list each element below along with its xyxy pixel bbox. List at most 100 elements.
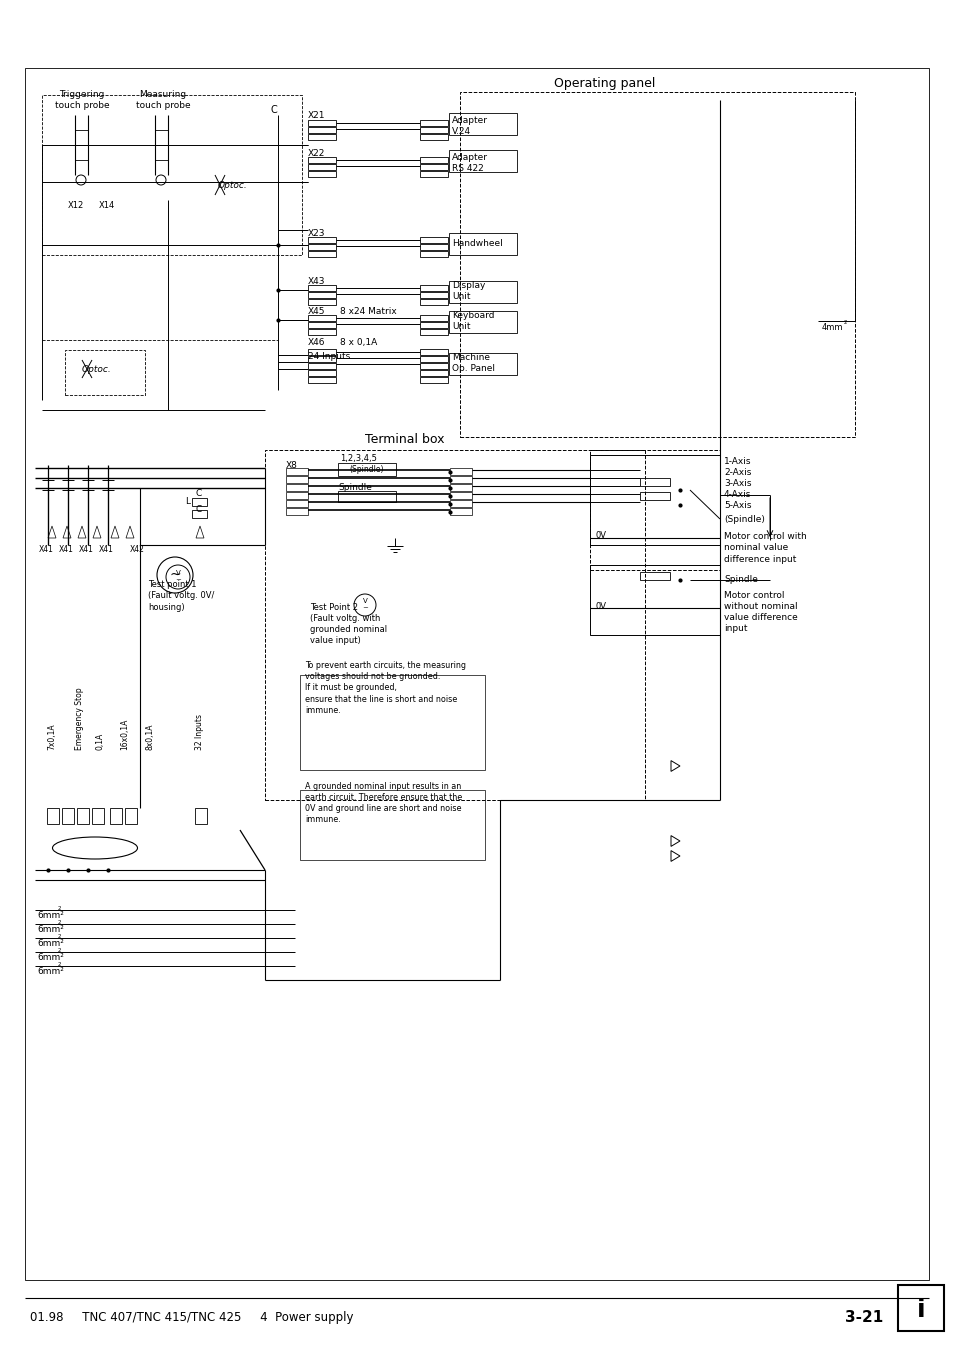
Bar [419,315,448,320]
Bar [419,237,448,244]
Bar [192,498,207,506]
Text: 0V: 0V [596,603,606,611]
Bar [450,476,472,483]
Bar [308,363,335,369]
Bar [286,468,308,475]
Text: Spindle: Spindle [337,483,372,493]
Bar [308,377,335,384]
Bar [299,790,484,860]
Bar [419,292,448,297]
Bar [459,92,854,437]
Text: 7x0,1A: 7x0,1A [48,723,56,750]
Text: Spindle: Spindle [723,576,757,584]
Text: Optoc.: Optoc. [82,366,112,374]
Text: Test point 1
(Fault voltg. 0V/
housing): Test point 1 (Fault voltg. 0V/ housing) [148,580,214,611]
Bar [308,157,335,163]
Bar [265,450,644,800]
Bar [47,808,59,824]
Bar [308,328,335,335]
Text: 5-Axis: 5-Axis [723,502,751,510]
Bar [42,96,302,254]
Text: 2-Axis: 2-Axis [723,468,751,478]
Bar [308,322,335,328]
Text: i: i [916,1298,924,1322]
Text: 1-Axis: 1-Axis [723,458,751,467]
Bar [308,237,335,244]
Text: X45: X45 [308,307,325,315]
Text: Display
Unit: Display Unit [452,281,485,302]
Text: 01.98     TNC 407/TNC 415/TNC 425     4  Power supply: 01.98 TNC 407/TNC 415/TNC 425 4 Power su… [30,1311,354,1324]
Text: (Spindle): (Spindle) [723,516,764,525]
Text: 32 Inputs: 32 Inputs [195,713,204,750]
Bar [449,113,517,135]
Text: X43: X43 [308,276,325,285]
Bar [419,135,448,140]
Text: 24 Inputs: 24 Inputs [308,353,350,362]
Text: 3-21: 3-21 [844,1311,882,1326]
Bar [449,149,517,172]
Text: 0,1A: 0,1A [95,732,105,750]
Bar [419,244,448,250]
Text: X41: X41 [79,545,93,555]
Text: Operating panel: Operating panel [554,78,655,90]
Text: L: L [185,498,190,506]
Text: X41: X41 [99,545,113,555]
Text: X22: X22 [308,148,325,157]
Bar [308,171,335,178]
Bar [308,349,335,355]
Bar [62,808,74,824]
Text: ~: ~ [169,568,181,581]
Bar [639,572,669,580]
Bar [419,164,448,170]
Text: Measuring
touch probe: Measuring touch probe [135,90,190,110]
Text: X41: X41 [39,545,53,555]
Bar [639,478,669,486]
Bar [419,285,448,291]
Text: V
~: V ~ [362,599,368,611]
Bar [65,350,145,394]
Text: 6mm²: 6mm² [37,938,64,948]
Bar [419,157,448,163]
Bar [450,485,472,491]
Text: 16x0,1A: 16x0,1A [120,719,130,750]
Text: Motor control
without nominal
value difference
input: Motor control without nominal value diff… [723,591,797,633]
Bar [286,476,308,483]
Text: 6mm²: 6mm² [37,953,64,961]
Bar [308,127,335,133]
Text: 2: 2 [58,948,61,953]
Text: 8 x24 Matrix: 8 x24 Matrix [339,307,396,315]
Text: X23: X23 [308,229,325,237]
Text: 2: 2 [58,934,61,940]
Text: X21: X21 [308,112,325,121]
Bar [419,377,448,384]
Text: 0V: 0V [596,532,606,541]
Text: Optoc.: Optoc. [218,180,248,190]
Bar [897,1285,943,1331]
Bar [286,493,308,499]
Text: X12: X12 [68,201,84,210]
Bar [450,493,472,499]
Bar [192,510,207,518]
Bar [77,808,89,824]
Bar [91,808,104,824]
Text: C: C [195,490,202,498]
Bar [308,370,335,376]
Bar [337,463,395,476]
Bar [308,285,335,291]
Bar [419,171,448,178]
Text: (Spindle): (Spindle) [350,466,384,475]
Text: Adapter
V.24: Adapter V.24 [452,116,488,136]
Bar [589,450,720,569]
Text: X14: X14 [99,201,115,210]
Bar [308,120,335,127]
Text: 2: 2 [58,906,61,911]
Bar [125,808,137,824]
Bar [419,355,448,362]
Text: 6mm²: 6mm² [37,925,64,934]
Bar [589,455,720,545]
Bar [419,250,448,257]
Bar [194,808,207,824]
Bar [308,164,335,170]
Bar [337,491,395,502]
Bar [639,493,669,499]
